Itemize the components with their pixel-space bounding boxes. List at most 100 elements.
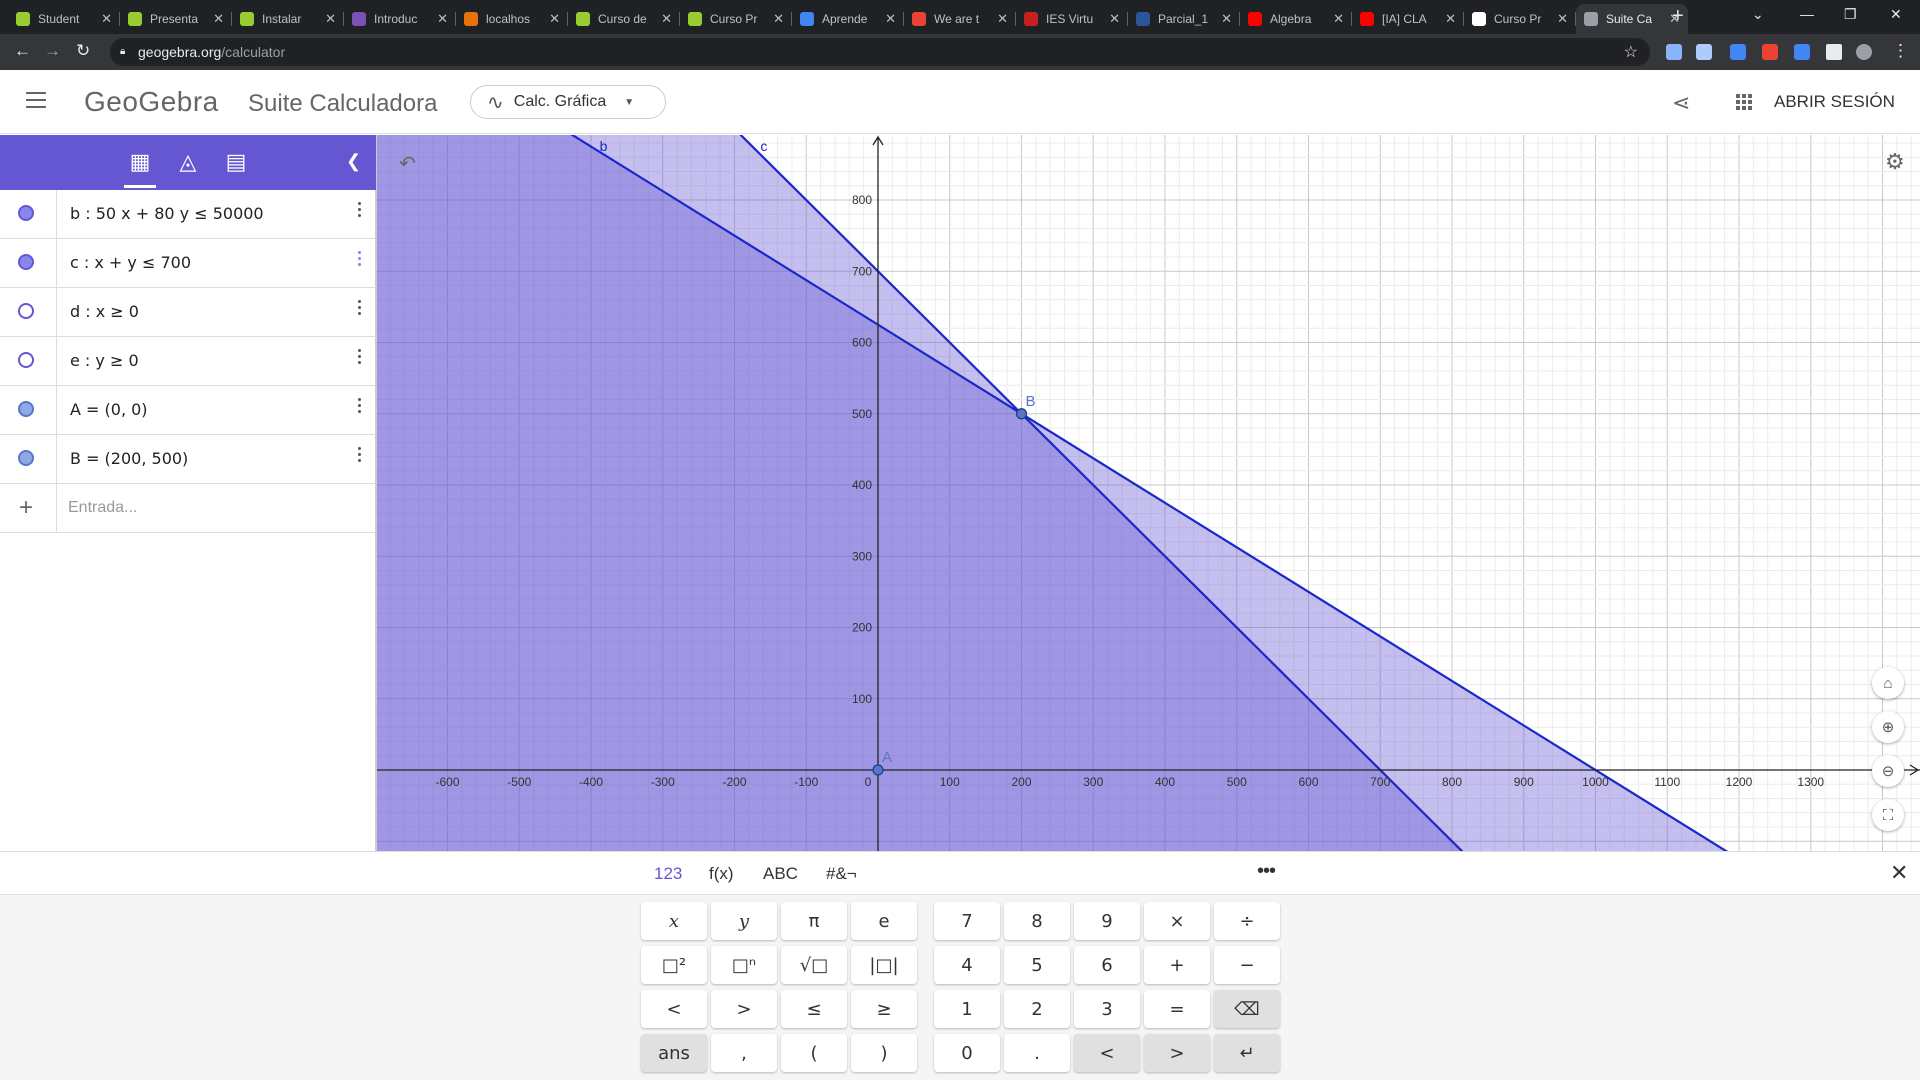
algebra-row[interactable]: c : x + y ≤ 700 xyxy=(0,239,376,288)
tab-close-icon[interactable]: ✕ xyxy=(885,11,896,26)
more-options-icon[interactable] xyxy=(358,300,362,318)
extension-doc-icon[interactable] xyxy=(1696,44,1712,60)
tab-close-icon[interactable]: ✕ xyxy=(101,11,112,26)
extension-cloud-icon[interactable] xyxy=(1666,44,1682,60)
keyboard-key[interactable]: + xyxy=(1144,946,1210,984)
tab-close-icon[interactable]: ✕ xyxy=(1109,11,1120,26)
keyboard-key[interactable]: ≤ xyxy=(781,990,847,1028)
algebra-expression[interactable]: d : x ≥ 0 xyxy=(70,302,139,321)
keyboard-key[interactable]: = xyxy=(1144,990,1210,1028)
keyboard-key[interactable]: − xyxy=(1214,946,1280,984)
minimize-button[interactable]: — xyxy=(1800,6,1814,22)
graphics-view[interactable]: -600 -500 -400 -300 -200 -100 0 100 200 300 400 500… xyxy=(377,135,1920,851)
browser-tab[interactable]: Introduc ✕ xyxy=(344,4,456,34)
browser-tab[interactable]: [IA] CLA ✕ xyxy=(1352,4,1464,34)
keyboard-key[interactable]: y xyxy=(711,902,777,940)
browser-tab[interactable]: Parcial_1 ✕ xyxy=(1128,4,1240,34)
extension-red-icon[interactable] xyxy=(1762,44,1778,60)
browser-tab[interactable]: Suite Ca ✕ xyxy=(1576,4,1688,34)
algebra-expression[interactable]: c : x + y ≤ 700 xyxy=(70,253,191,272)
keyboard-key[interactable]: > xyxy=(1144,1034,1210,1072)
keyboard-key[interactable]: 8 xyxy=(1004,902,1070,940)
kb-close-icon[interactable]: ✕ xyxy=(1890,860,1909,885)
keyboard-key[interactable]: |□| xyxy=(851,946,917,984)
algebra-expression[interactable]: A = (0, 0) xyxy=(70,400,148,419)
new-tab-button[interactable]: + xyxy=(1672,5,1684,27)
keyboard-key[interactable]: ↵ xyxy=(1214,1034,1280,1072)
keyboard-key[interactable]: □ⁿ xyxy=(711,946,777,984)
point-A[interactable] xyxy=(872,764,884,776)
tab-close-icon[interactable]: ✕ xyxy=(1445,11,1456,26)
algebra-expression[interactable]: e : y ≥ 0 xyxy=(70,351,139,370)
share-icon[interactable]: ⋖ xyxy=(1672,90,1691,115)
keyboard-key[interactable]: x xyxy=(641,902,707,940)
keyboard-key[interactable]: □² xyxy=(641,946,707,984)
extension-blue-icon[interactable] xyxy=(1794,44,1810,60)
tab-close-icon[interactable]: ✕ xyxy=(997,11,1008,26)
back-icon[interactable]: ← xyxy=(14,41,31,60)
keyboard-key[interactable]: ) xyxy=(851,1034,917,1072)
profile-avatar[interactable] xyxy=(1856,44,1872,60)
algebra-row[interactable]: e : y ≥ 0 xyxy=(0,337,376,386)
tab-close-icon[interactable]: ✕ xyxy=(1557,11,1568,26)
visibility-marble[interactable] xyxy=(18,450,34,466)
keyboard-key[interactable]: 4 xyxy=(934,946,1000,984)
keyboard-key[interactable]: π xyxy=(781,902,847,940)
keyboard-key[interactable]: 9 xyxy=(1074,902,1140,940)
tab-close-icon[interactable]: ✕ xyxy=(661,11,672,26)
collapse-panel-icon[interactable]: ❮ xyxy=(346,151,362,171)
tab-close-icon[interactable]: ✕ xyxy=(1221,11,1232,26)
keyboard-key[interactable]: ÷ xyxy=(1214,902,1280,940)
tab-close-icon[interactable]: ✕ xyxy=(1333,11,1344,26)
bookmark-star-icon[interactable]: ☆ xyxy=(1623,44,1638,61)
browser-menu-icon[interactable]: ⋮ xyxy=(1892,41,1909,60)
keyboard-key[interactable]: √□ xyxy=(781,946,847,984)
keyboard-key[interactable]: 6 xyxy=(1074,946,1140,984)
keyboard-key[interactable]: 0 xyxy=(934,1034,1000,1072)
kb-tab-symbols[interactable]: #&¬ xyxy=(826,864,857,883)
close-window-button[interactable]: ✕ xyxy=(1890,6,1902,22)
calculator-icon[interactable]: ▦ xyxy=(124,149,156,188)
keyboard-key[interactable]: 7 xyxy=(934,902,1000,940)
graph-canvas[interactable]: -600 -500 -400 -300 -200 -100 0 100 200 300 400 500… xyxy=(377,135,1920,851)
keyboard-key[interactable]: < xyxy=(641,990,707,1028)
restore-button[interactable]: ❐ xyxy=(1844,6,1857,22)
browser-tab[interactable]: Algebra ✕ xyxy=(1240,4,1352,34)
browser-tab[interactable]: Aprende ✕ xyxy=(792,4,904,34)
more-options-icon[interactable] xyxy=(358,202,362,220)
tab-close-icon[interactable]: ✕ xyxy=(773,11,784,26)
add-icon[interactable]: + xyxy=(19,494,34,521)
line-b[interactable] xyxy=(377,135,1920,851)
kb-more-icon[interactable]: ••• xyxy=(1257,860,1276,882)
browser-tab[interactable]: IES Virtu ✕ xyxy=(1016,4,1128,34)
tab-close-icon[interactable]: ✕ xyxy=(437,11,448,26)
zoom-out-icon[interactable]: ⊖ xyxy=(1872,755,1904,787)
visibility-marble[interactable] xyxy=(18,303,34,319)
tab-close-icon[interactable]: ✕ xyxy=(325,11,336,26)
keyboard-key[interactable]: . xyxy=(1004,1034,1070,1072)
visibility-marble[interactable] xyxy=(18,254,34,270)
reload-icon[interactable]: ↻ xyxy=(76,41,91,60)
undo-icon[interactable]: ↶ xyxy=(399,153,416,175)
browser-tab[interactable]: Student ✕ xyxy=(8,4,120,34)
extensions-puzzle-icon[interactable] xyxy=(1826,44,1842,60)
keyboard-key[interactable]: e xyxy=(851,902,917,940)
browser-tab[interactable]: Instalar ✕ xyxy=(232,4,344,34)
point-B[interactable] xyxy=(1015,408,1028,420)
algebra-row[interactable]: A = (0, 0) xyxy=(0,386,376,435)
algebra-row[interactable]: d : x ≥ 0 xyxy=(0,288,376,337)
home-icon[interactable]: ⌂ xyxy=(1872,667,1904,699)
tools-icon[interactable]: ◬ xyxy=(179,149,197,174)
keyboard-key[interactable]: < xyxy=(1074,1034,1140,1072)
keyboard-key[interactable]: 1 xyxy=(934,990,1000,1028)
kb-tab-numbers[interactable]: 123 xyxy=(654,864,683,883)
tab-close-icon[interactable]: ✕ xyxy=(213,11,224,26)
keyboard-key[interactable]: 2 xyxy=(1004,990,1070,1028)
keyboard-key[interactable]: ans xyxy=(641,1034,707,1072)
algebra-input-row[interactable]: + Entrada... xyxy=(0,484,376,533)
visibility-marble[interactable] xyxy=(18,401,34,417)
visibility-marble[interactable] xyxy=(18,352,34,368)
keyboard-key[interactable]: × xyxy=(1144,902,1210,940)
browser-tab[interactable]: Curso Pr ✕ xyxy=(1464,4,1576,34)
more-options-icon[interactable] xyxy=(358,398,362,416)
